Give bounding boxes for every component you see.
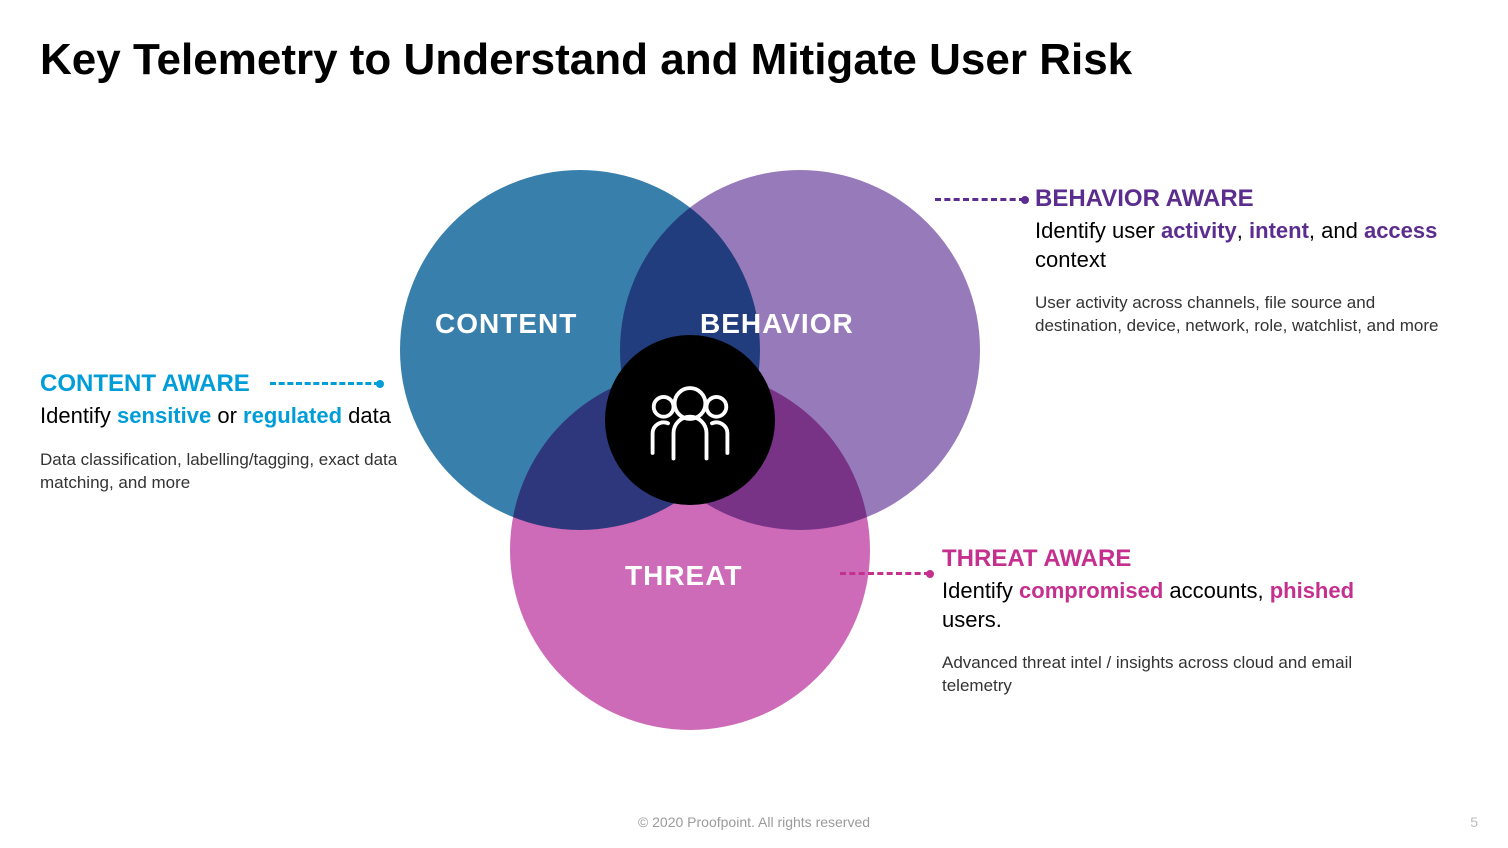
- callout-behavior-desc: User activity across channels, file sour…: [1035, 292, 1455, 338]
- page-number: 5: [1470, 814, 1478, 830]
- leader-behavior: [935, 198, 1025, 201]
- callout-threat-heading: THREAT AWARE: [942, 545, 1362, 573]
- callout-behavior-heading: BEHAVIOR AWARE: [1035, 185, 1455, 213]
- venn-diagram: CONTENT BEHAVIOR THREAT: [370, 160, 990, 780]
- callout-behavior-sub: Identify user activity, intent, and acce…: [1035, 217, 1455, 274]
- venn-center: [605, 335, 775, 505]
- slide-title: Key Telemetry to Understand and Mitigate…: [40, 35, 1132, 85]
- venn-label-content: CONTENT: [435, 308, 577, 340]
- venn-label-threat: THREAT: [625, 560, 742, 592]
- leader-threat: [840, 572, 930, 575]
- callout-behavior: BEHAVIOR AWARE Identify user activity, i…: [1035, 185, 1455, 338]
- callout-content-heading: CONTENT AWARE: [40, 370, 400, 398]
- slide: Key Telemetry to Understand and Mitigate…: [0, 0, 1508, 848]
- callout-threat-desc: Advanced threat intel / insights across …: [942, 652, 1362, 698]
- callout-threat-sub: Identify compromised accounts, phished u…: [942, 577, 1362, 634]
- people-icon: [635, 365, 745, 475]
- callout-content-desc: Data classification, labelling/tagging, …: [40, 449, 400, 495]
- venn-label-behavior: BEHAVIOR: [700, 308, 854, 340]
- callout-content-sub: Identify sensitive or regulated data: [40, 402, 400, 431]
- footer-copyright: © 2020 Proofpoint. All rights reserved: [0, 814, 1508, 830]
- callout-threat: THREAT AWARE Identify compromised accoun…: [942, 545, 1362, 698]
- callout-content: CONTENT AWARE Identify sensitive or regu…: [40, 370, 400, 494]
